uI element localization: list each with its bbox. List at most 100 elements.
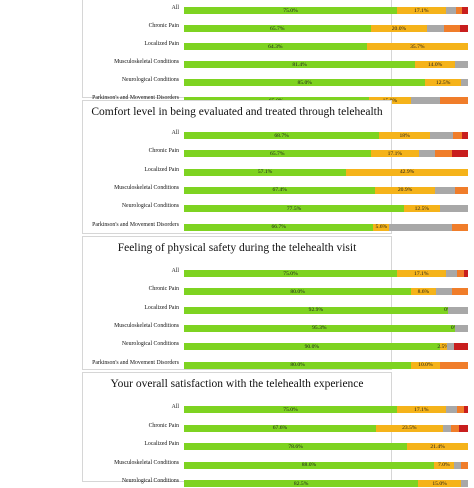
stacked-bar: 88.0% 7.0% xyxy=(184,461,468,469)
category-label: Neurological Conditions xyxy=(121,341,179,348)
dissatisfied-segment xyxy=(450,424,460,432)
dissatisfied-segment xyxy=(443,25,460,32)
very-dissatisfied-segment xyxy=(463,270,468,277)
chart-row: Chronic Pain 65.7% 20.0% xyxy=(83,23,468,33)
category-label: Localized Pain xyxy=(144,441,179,448)
very-satisfied-segment: 68.7% xyxy=(184,132,380,139)
very-satisfied-segment: 57.1% xyxy=(184,168,347,176)
chart-row: All 75.0% 17.1% xyxy=(83,404,468,414)
data-label: 67.6% xyxy=(272,425,288,432)
stacked-bar: 64.3% 35.7% xyxy=(184,43,468,50)
dissatisfied-segment xyxy=(435,150,452,158)
data-label: 75.0% xyxy=(283,270,298,277)
very-satisfied-segment: 78.6% xyxy=(184,443,408,451)
stacked-bar: 77.5% 12.5% xyxy=(184,205,468,213)
chart-panel-satisfaction: Your overall satisfaction with the teleh… xyxy=(82,372,468,488)
neutral-segment xyxy=(434,186,455,194)
satisfied-segment: 35.7% xyxy=(366,43,468,50)
data-label: 15.0% xyxy=(432,480,447,487)
category-label: Neurological Conditions xyxy=(121,478,179,485)
chart-row: Localized Pain 78.6% 21.4% xyxy=(83,441,468,451)
neutral-segment xyxy=(430,132,453,139)
category-label: Parkinson's and Movement Disorders xyxy=(92,221,179,228)
very-dissatisfied-segment xyxy=(462,132,468,139)
very-dissatisfied-segment xyxy=(459,424,468,432)
neutral-segment xyxy=(435,288,452,296)
dissatisfied-segment xyxy=(455,7,463,14)
neutral-segment xyxy=(460,480,468,488)
stacked-bar: 65.7% 17.1% xyxy=(184,150,468,158)
chart-row: Localized Pain 57.1% 42.9% xyxy=(83,166,468,177)
data-label: 75.0% xyxy=(283,406,298,413)
stacked-bar: 66.7% 5.6% xyxy=(184,223,468,231)
data-label: 12.5% xyxy=(435,79,451,86)
very-satisfied-segment: 67.4% xyxy=(184,186,376,194)
very-satisfied-segment: 67.6% xyxy=(184,424,376,432)
dissatisfied-segment xyxy=(456,406,464,413)
satisfied-segment: 7.0% xyxy=(433,461,454,469)
stacked-bar: 82.5% 15.0% xyxy=(184,480,468,488)
very-dissatisfied-segment xyxy=(451,150,468,158)
data-label: 17.1% xyxy=(414,7,429,14)
stacked-bar: 95.3%0% xyxy=(184,324,468,332)
chart-row: All 68.7% 18% xyxy=(83,130,468,140)
data-label: 12.5% xyxy=(414,205,430,212)
chart-row: Chronic Pain 80.0% 8.6% xyxy=(83,286,468,296)
category-label: All xyxy=(171,404,179,410)
very-dissatisfied-segment xyxy=(462,7,468,14)
very-satisfied-segment: 85.0% xyxy=(184,79,426,86)
data-label: 8.6% xyxy=(417,288,430,295)
very-satisfied-segment: 80.0% xyxy=(184,361,412,369)
data-label: 57.1% xyxy=(257,169,273,176)
stacked-bar: 85.0% 12.5% xyxy=(184,79,468,86)
data-label: 66.7% xyxy=(271,224,286,230)
neutral-segment xyxy=(442,424,451,432)
data-label: 82.5% xyxy=(293,480,309,487)
data-label: 21.4% xyxy=(430,443,445,450)
neutral-segment xyxy=(454,61,468,68)
category-label: All xyxy=(171,5,179,11)
category-label: Chronic Pain xyxy=(148,286,179,293)
data-label: 75.0% xyxy=(283,7,298,14)
data-label: 92.9% xyxy=(308,307,324,314)
satisfied-segment: 8.6% xyxy=(411,288,436,296)
dissatisfied-segment xyxy=(452,132,463,139)
satisfied-segment: 2.5% xyxy=(437,343,449,351)
data-label: 85.0% xyxy=(297,79,312,86)
satisfied-segment: 20.0% xyxy=(370,25,428,32)
data-label: 88.0% xyxy=(301,462,317,469)
data-label: 20.0% xyxy=(391,25,407,32)
satisfied-segment: 10.0% xyxy=(411,361,440,369)
chart-panel-overall: All 75.0% 17.1% Chronic Pain 65.7% 20.0% Local… xyxy=(82,0,468,104)
neutral-segment xyxy=(454,324,468,332)
stacked-bar: 92.9%0% xyxy=(184,306,468,314)
satisfied-segment: 5.6% xyxy=(373,223,390,231)
dissatisfied-segment xyxy=(452,223,468,231)
category-label: Localized Pain xyxy=(144,166,179,173)
stacked-bar: 67.4% 20.9% xyxy=(184,186,468,194)
stacked-bar: 75.0% 17.1% xyxy=(184,270,468,277)
category-label: Parkinson's and Movement Disorders xyxy=(92,359,179,366)
chart-row: Musculoskeletal Conditions 88.0% 7.0% xyxy=(83,460,468,470)
dissatisfied-segment xyxy=(439,97,468,104)
data-label: 67.4% xyxy=(272,187,287,194)
data-label: 42.9% xyxy=(399,169,415,176)
stacked-bar: 75.0% 17.1% xyxy=(184,7,468,14)
stacked-bar: 90.0% 2.5% xyxy=(184,343,468,351)
category-label: Chronic Pain xyxy=(148,148,179,155)
category-label: Chronic Pain xyxy=(148,23,179,29)
chart-row: Localized Pain 92.9%0% xyxy=(83,304,468,315)
neutral-segment xyxy=(445,406,457,413)
dissatisfied-segment xyxy=(456,270,464,277)
category-label: Parkinson's and Movement Disorders xyxy=(92,95,179,101)
chart-row: Parkinson's and Movement Disorders 66.7% 5… xyxy=(83,221,468,232)
category-label: All xyxy=(171,130,179,136)
category-label: Localized Pain xyxy=(144,304,179,311)
stacked-bar: 68.7% 18% xyxy=(184,132,468,139)
data-label: 81.4% xyxy=(292,61,307,68)
chart-row: Chronic Pain 67.6% 23.5% xyxy=(83,423,468,433)
dissatisfied-segment xyxy=(460,461,468,469)
very-dissatisfied-segment xyxy=(463,406,468,413)
panel-title: Feeling of physical safety during the te… xyxy=(117,242,357,254)
very-satisfied-segment: 75.0% xyxy=(184,270,397,277)
